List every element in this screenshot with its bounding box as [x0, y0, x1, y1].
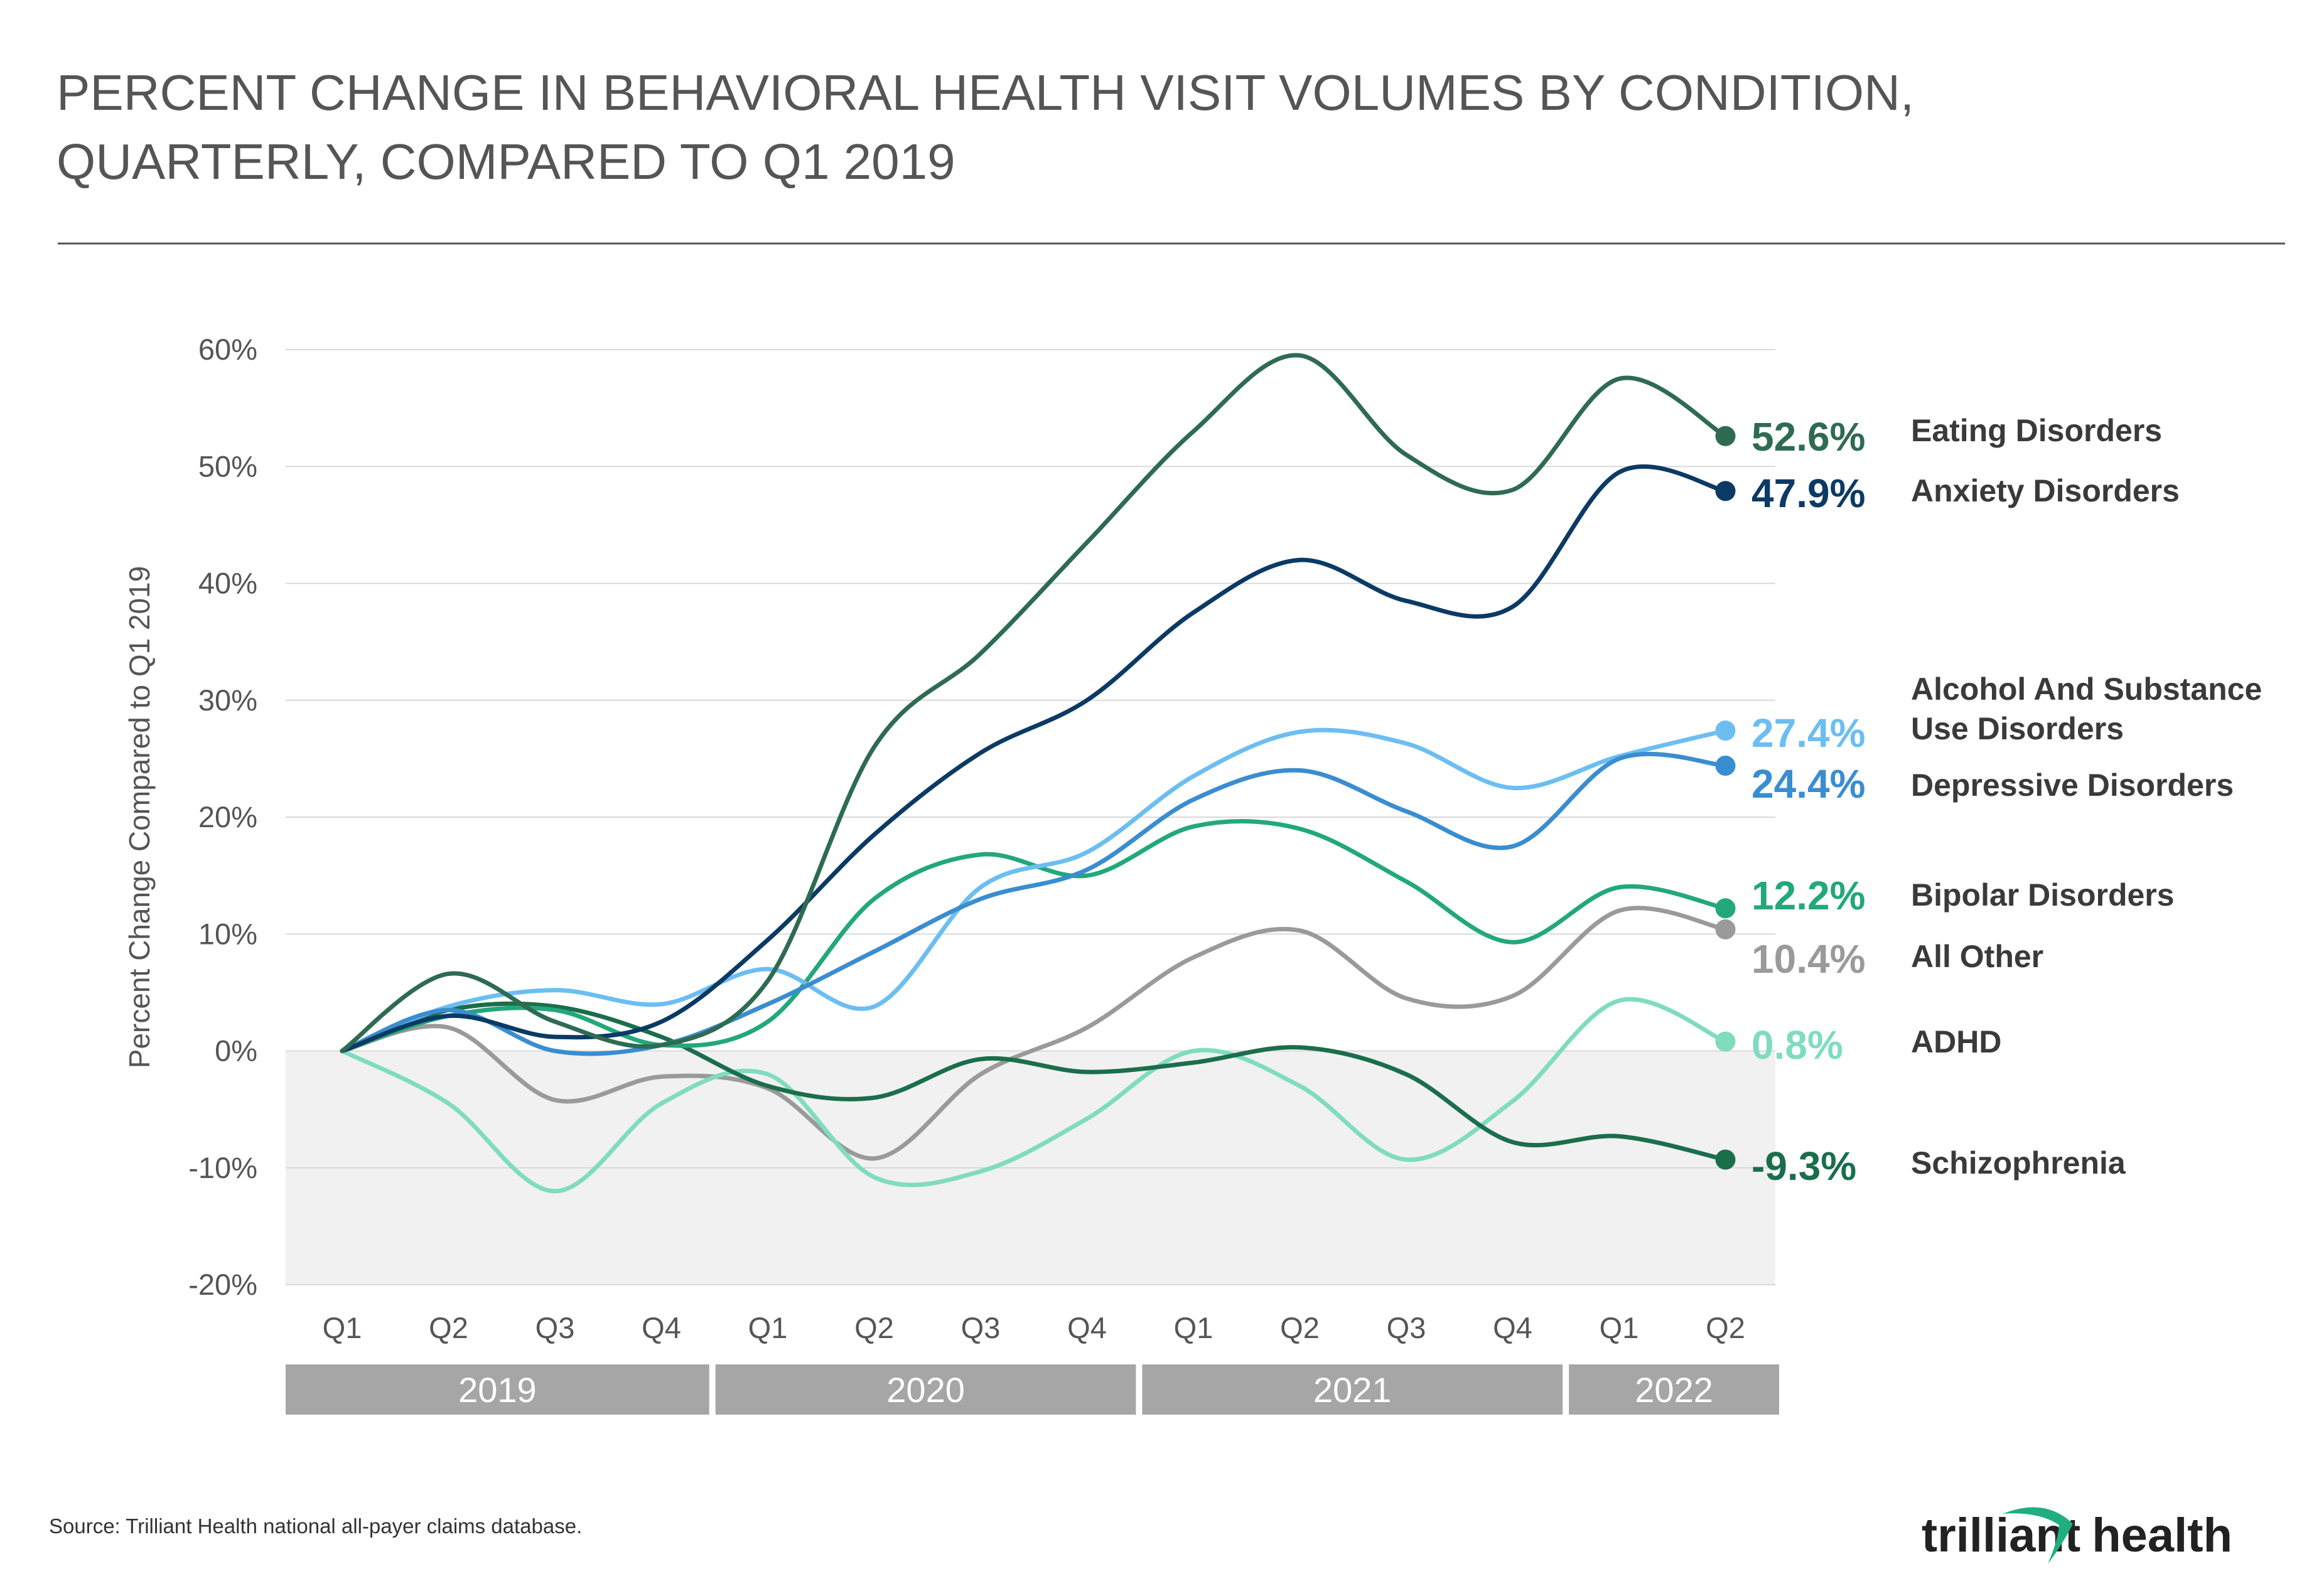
- y-tick-label: 10%: [198, 917, 257, 950]
- x-tick-label: Q3: [1387, 1311, 1426, 1344]
- x-tick-label: Q4: [642, 1311, 681, 1344]
- x-tick-label: Q1: [748, 1311, 788, 1344]
- x-tick-label: Q1: [1174, 1311, 1213, 1344]
- x-tick-label: Q4: [1067, 1311, 1107, 1344]
- gridlines: [286, 349, 1775, 1285]
- series-name-alcohol-and-substance-use-disorders: Alcohol And Substance: [1911, 672, 2262, 707]
- series-lines: [340, 353, 1728, 1194]
- source-note: Source: Trilliant Health national all-pa…: [49, 1514, 582, 1538]
- y-tick-label: 20%: [198, 800, 257, 833]
- series-end-marker-anxiety-disorders: [1715, 481, 1736, 501]
- x-tick-label: Q2: [1706, 1311, 1745, 1344]
- series-name-schizophrenia: Schizophrenia: [1911, 1145, 2126, 1181]
- series-name-anxiety-disorders: Anxiety Disorders: [1911, 473, 2180, 508]
- x-tick-label: Q2: [429, 1311, 468, 1344]
- series-end-value-alcohol-and-substance-use-disorders: 27.4%: [1751, 710, 1865, 756]
- logo-swoosh-icon: [2003, 1507, 2073, 1564]
- x-axis-ticks: Q1 Q2 Q3 Q4 Q1 Q2 Q3 Q4 Q1 Q2 Q3 Q4 Q1 Q2: [323, 1311, 1745, 1344]
- logo-text: trilliant health: [1922, 1509, 2232, 1562]
- year-bands: 2019 2020 2021 2022: [286, 1364, 1779, 1415]
- series-name-bipolar-disorders: Bipolar Disorders: [1911, 877, 2175, 913]
- y-tick-label: 60%: [198, 333, 257, 366]
- y-tick-label: 30%: [198, 683, 257, 717]
- year-label: 2019: [458, 1370, 537, 1410]
- chart-title-line-2: QUARTERLY, COMPARED TO Q1 2019: [56, 134, 955, 190]
- year-label: 2022: [1635, 1370, 1713, 1410]
- year-label: 2021: [1313, 1370, 1392, 1410]
- year-band: [286, 1364, 709, 1415]
- series-end-value-anxiety-disorders: 47.9%: [1751, 471, 1865, 516]
- x-tick-label: Q2: [854, 1311, 894, 1344]
- series-end-value-depressive-disorders: 24.4%: [1751, 761, 1865, 806]
- year-label: 2020: [886, 1370, 965, 1410]
- series-name-eating-disorders: Eating Disorders: [1911, 413, 2162, 448]
- series-end-value-eating-disorders: 52.6%: [1751, 414, 1865, 459]
- series-end-value-bipolar-disorders: 12.2%: [1751, 873, 1865, 918]
- series-line-adhd: [340, 997, 1728, 1194]
- series-line-alcohol-and-substance-use-disorders: [340, 727, 1728, 1053]
- y-tick-label: 40%: [198, 567, 257, 600]
- x-tick-label: Q3: [535, 1311, 575, 1344]
- series-end-value-schizophrenia: -9.3%: [1751, 1143, 1856, 1189]
- chart-title-line-1: PERCENT CHANGE IN BEHAVIORAL HEALTH VISI…: [56, 65, 1914, 121]
- series-end-marker-adhd: [1715, 1031, 1736, 1052]
- x-tick-label: Q2: [1280, 1311, 1320, 1344]
- series-line-depressive-disorders: [340, 751, 1728, 1056]
- series-name-adhd: ADHD: [1911, 1024, 2001, 1059]
- y-tick-label: -10%: [188, 1151, 257, 1184]
- series-line-eating-disorders: [340, 353, 1728, 1053]
- x-tick-label: Q3: [961, 1311, 1001, 1344]
- series-end-value-adhd: 0.8%: [1751, 1022, 1843, 1068]
- series-line-anxiety-disorders: [340, 464, 1728, 1053]
- x-tick-label: Q1: [1600, 1311, 1639, 1344]
- series-end-labels: 52.6% Eating Disorders 47.9% Anxiety Disord…: [1715, 413, 2262, 1189]
- x-tick-label: Q4: [1493, 1311, 1532, 1344]
- year-band: [715, 1364, 1136, 1415]
- series-name-alcohol-and-substance-use-disorders: Use Disorders: [1911, 711, 2124, 746]
- y-tick-label: -20%: [188, 1268, 257, 1301]
- logo-part-2: health: [2092, 1509, 2232, 1562]
- series-line-schizophrenia: [340, 1001, 1728, 1162]
- series-end-marker-bipolar-disorders: [1715, 898, 1736, 919]
- x-tick-label: Q1: [323, 1311, 362, 1344]
- series-end-marker-all-other: [1715, 919, 1736, 940]
- series-line-all-other: [340, 906, 1728, 1161]
- series-end-marker-eating-disorders: [1715, 426, 1736, 446]
- series-end-marker-schizophrenia: [1715, 1149, 1736, 1170]
- y-tick-label: 0%: [215, 1034, 257, 1068]
- series-name-depressive-disorders: Depressive Disorders: [1911, 768, 2234, 803]
- y-axis-ticks: -20% -10% 0% 10% 20% 30% 40% 50% 60%: [188, 333, 257, 1301]
- trilliant-health-logo: trilliant health: [1922, 1507, 2232, 1564]
- y-axis-label: Percent Change Compared to Q1 2019: [123, 566, 156, 1068]
- series-end-marker-alcohol-and-substance-use-disorders: [1715, 720, 1736, 741]
- y-tick-label: 50%: [198, 449, 257, 483]
- year-band: [1569, 1364, 1779, 1415]
- series-name-all-other: All Other: [1911, 939, 2043, 974]
- series-line-bipolar-disorders: [340, 819, 1728, 1053]
- series-end-value-all-other: 10.4%: [1751, 936, 1865, 982]
- year-band: [1142, 1364, 1563, 1415]
- chart-title: PERCENT CHANGE IN BEHAVIORAL HEALTH VISI…: [56, 65, 1914, 190]
- series-end-marker-depressive-disorders: [1715, 756, 1736, 776]
